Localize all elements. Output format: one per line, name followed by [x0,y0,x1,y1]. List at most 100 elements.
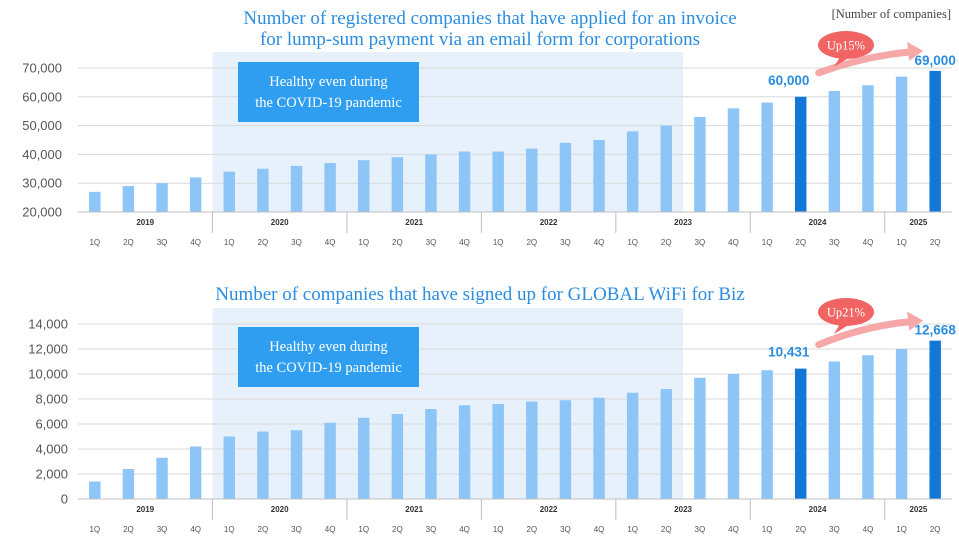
chart2-ytick-label: 6,000 [35,417,68,432]
chart2-growth-label: Up21% [827,306,865,320]
chart1-quarter-label: 4Q [863,238,874,247]
chart2-year-label: 2020 [271,505,289,514]
chart2-bar [593,397,605,499]
chart1-bar [795,96,807,212]
chart2-bar [156,457,168,499]
chart2-quarter-label: 1Q [224,525,235,534]
chart1-quarter-label: 1Q [493,238,504,247]
chart1-growth-bubble-tail [834,57,850,67]
chart2-bar [526,401,538,499]
chart1-year-label: 2025 [909,218,927,227]
chart1-bar [257,168,269,212]
chart1-bar [727,108,740,212]
chart1-bar [156,183,168,212]
chart1-quarter-label: 4Q [190,238,201,247]
chart1-growth-arrow [815,48,915,77]
chart2-bar [89,481,101,499]
chart1-growth-arrowhead [907,41,924,61]
chart2-quarter-label: 3Q [426,525,437,534]
chart2-bar [862,355,874,499]
chart1-year-label: 2020 [271,218,289,227]
chart2-bar [223,436,235,499]
chart1-bar [358,160,370,212]
chart2-quarter-label: 1Q [493,525,504,534]
chart2-bar [828,361,841,499]
chart1-bar [559,142,572,212]
chart1-quarter-label: 2Q [123,238,134,247]
chart2-year-label: 2022 [540,505,558,514]
chart1-quarter-label: 4Q [325,238,336,247]
chart2-quarter-label: 2Q [526,525,537,534]
chart2-bar [895,349,908,499]
chart1-ytick-label: 70,000 [22,61,62,76]
chart1-quarter-label: 2Q [258,238,269,247]
chart2-ytick-label: 4,000 [35,442,68,457]
chart2-quarter-label: 2Q [258,525,269,534]
chart2-bar [694,377,706,499]
chart1-quarter-label: 1Q [224,238,235,247]
chart2-bar [358,417,370,499]
chart2-bar [122,469,135,499]
chart1-bar [626,131,639,212]
chart2-quarter-label: 2Q [392,525,403,534]
chart1-growth-label: Up15% [827,39,865,53]
unit-label: [Number of companies] [832,7,951,21]
chart1-title-line1: Number of registered companies that have… [243,8,736,29]
chart1-quarter-label: 3Q [291,238,302,247]
chart1-bar [324,163,336,212]
chart1-data-label: 60,000 [768,73,809,88]
chart1-quarter-label: 1Q [358,238,369,247]
chart2-year-label: 2019 [136,505,154,514]
chart2-quarter-label: 3Q [695,525,706,534]
chart2-title: Number of companies that have signed up … [215,284,745,305]
chart1-bar [391,157,404,212]
chart1-quarter-label: 1Q [896,238,907,247]
chart1-ytick-label: 50,000 [22,118,62,133]
chart2-quarter-label: 2Q [795,525,806,534]
chart1-quarter-label: 2Q [930,238,941,247]
chart1-year-label: 2021 [405,218,423,227]
chart1-quarter-label: 1Q [762,238,773,247]
chart2-bar [626,392,639,499]
chart2-quarter-label: 4Q [863,525,874,534]
chart2-annotation-box [238,327,419,387]
chart2-ytick-label: 0 [61,492,68,507]
chart2-bar [391,414,404,499]
chart1-bar [122,186,135,212]
chart2-quarter-label: 3Q [157,525,168,534]
chart1-title-line2: for lump-sum payment via an email form f… [260,29,700,50]
chart2-quarter-label: 2Q [661,525,672,534]
chart2-quarter-label: 3Q [560,525,571,534]
chart1-bar [189,177,202,212]
chart2-annotation-line1: Healthy even during [269,339,387,355]
chart2-quarter-label: 1Q [627,525,638,534]
chart1-bar [862,85,874,212]
chart1-data-label: 69,000 [915,53,956,68]
chart1-annotation-box [238,62,419,122]
chart2-quarter-label: 2Q [123,525,134,534]
chart1-quarter-label: 2Q [661,238,672,247]
chart1-quarter-label: 3Q [157,238,168,247]
chart1-quarter-label: 2Q [795,238,806,247]
chart2-bar [492,404,504,499]
chart2-bar [795,368,807,499]
chart1-bar [828,91,841,212]
chart1-bar [694,116,706,212]
chart1-bar [660,125,672,212]
chart2-data-label: 12,668 [915,323,957,338]
chart1-growth-bubble [818,31,874,59]
chart1-bar [223,171,235,212]
chart2-quarter-label: 3Q [291,525,302,534]
chart2-year-label: 2021 [405,505,423,514]
chart1-quarter-label: 4Q [728,238,739,247]
chart1-quarter-label: 1Q [89,238,100,247]
chart1-bar [458,151,471,212]
chart2-bar [290,430,303,499]
chart1-year-label: 2019 [136,218,154,227]
chart1-ytick-label: 20,000 [22,205,62,220]
chart2-ytick-label: 2,000 [35,467,68,482]
chart2-bar [189,446,202,499]
chart2-bar [929,340,941,499]
chart1-ytick-label: 40,000 [22,147,62,162]
